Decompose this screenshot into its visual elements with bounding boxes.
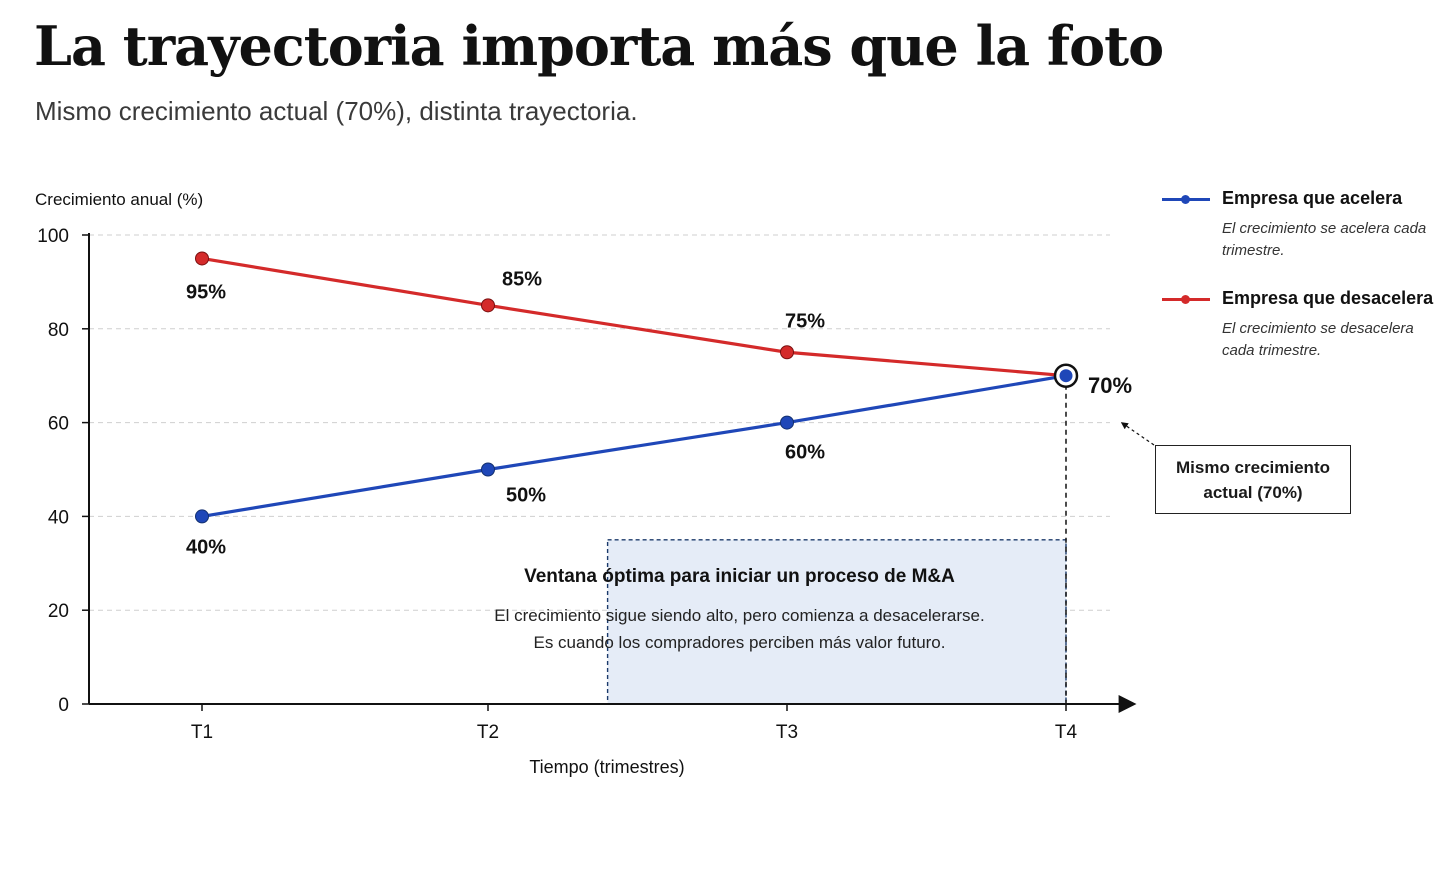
callout-box: Mismo crecimiento actual (70%) <box>1155 445 1351 514</box>
window-area <box>606 375 1067 705</box>
window-body-line: Es cuando los compradores perciben más v… <box>533 633 946 652</box>
y-tick-label: 60 <box>48 414 69 435</box>
page-subtitle: Mismo crecimiento actual (70%), distinta… <box>35 96 638 126</box>
data-labels: 40% 50% 60% 95% 85% 75% <box>186 268 825 558</box>
data-label: 95% <box>186 281 226 303</box>
legend-item-accelerating: Empresa que acelera El crecimiento se ac… <box>1162 188 1452 288</box>
y-tick-label: 0 <box>58 695 69 716</box>
legend-label: Empresa que desacelera <box>1222 288 1434 308</box>
page-title: La trayectoria importa más que la foto <box>34 14 1164 78</box>
callout-arrow <box>1120 422 1155 446</box>
data-label: 60% <box>785 442 825 464</box>
data-point <box>195 509 209 524</box>
y-tick-label: 80 <box>48 320 69 341</box>
window-title: Ventana óptima para iniciar un proceso d… <box>524 566 955 587</box>
data-point <box>481 462 495 477</box>
data-label: 85% <box>502 268 542 290</box>
legend-label: Empresa que acelera <box>1222 188 1403 208</box>
data-point <box>780 345 794 360</box>
window-body: El crecimiento sigue siendo alto, pero c… <box>413 602 1066 656</box>
legend: Empresa que acelera El crecimiento se ac… <box>1162 188 1452 388</box>
data-point <box>481 298 495 313</box>
y-tick-label: 20 <box>48 601 69 622</box>
y-axis-title: Crecimiento anual (%) <box>35 190 203 209</box>
legend-swatch-blue <box>1162 194 1210 204</box>
y-tick-label: 40 <box>48 507 69 528</box>
x-tick-label: T1 <box>191 722 213 743</box>
axes: 0 20 40 60 80 100 T1 T2 T3 T4 <box>37 226 1137 743</box>
x-tick-label: T2 <box>477 722 499 743</box>
legend-item-decelerating: Empresa que desacelera El crecimiento se… <box>1162 288 1452 388</box>
series <box>195 251 1079 524</box>
window-body-line: El crecimiento sigue siendo alto, pero c… <box>494 606 985 625</box>
data-label: 50% <box>506 485 546 507</box>
data-point <box>780 415 794 430</box>
legend-swatch-red <box>1162 294 1210 304</box>
data-point <box>195 251 209 266</box>
x-axis-title: Tiempo (trimestres) <box>529 757 684 777</box>
window-annotation: Ventana óptima para iniciar un proceso d… <box>413 566 1066 656</box>
legend-description: El crecimiento se acelera cada trimestre… <box>1222 220 1427 259</box>
endpoint-label: 70% <box>1088 373 1132 398</box>
data-label: 75% <box>785 310 825 332</box>
endpoint-point <box>1059 369 1073 383</box>
x-tick-label: T4 <box>1055 722 1078 743</box>
series-line <box>201 374 1067 518</box>
series-line <box>201 256 1067 378</box>
x-tick-label: T3 <box>776 722 798 743</box>
legend-description: El crecimiento se desacelera cada trimes… <box>1222 320 1414 359</box>
data-label: 40% <box>186 536 226 558</box>
y-tick-label: 100 <box>37 226 69 247</box>
